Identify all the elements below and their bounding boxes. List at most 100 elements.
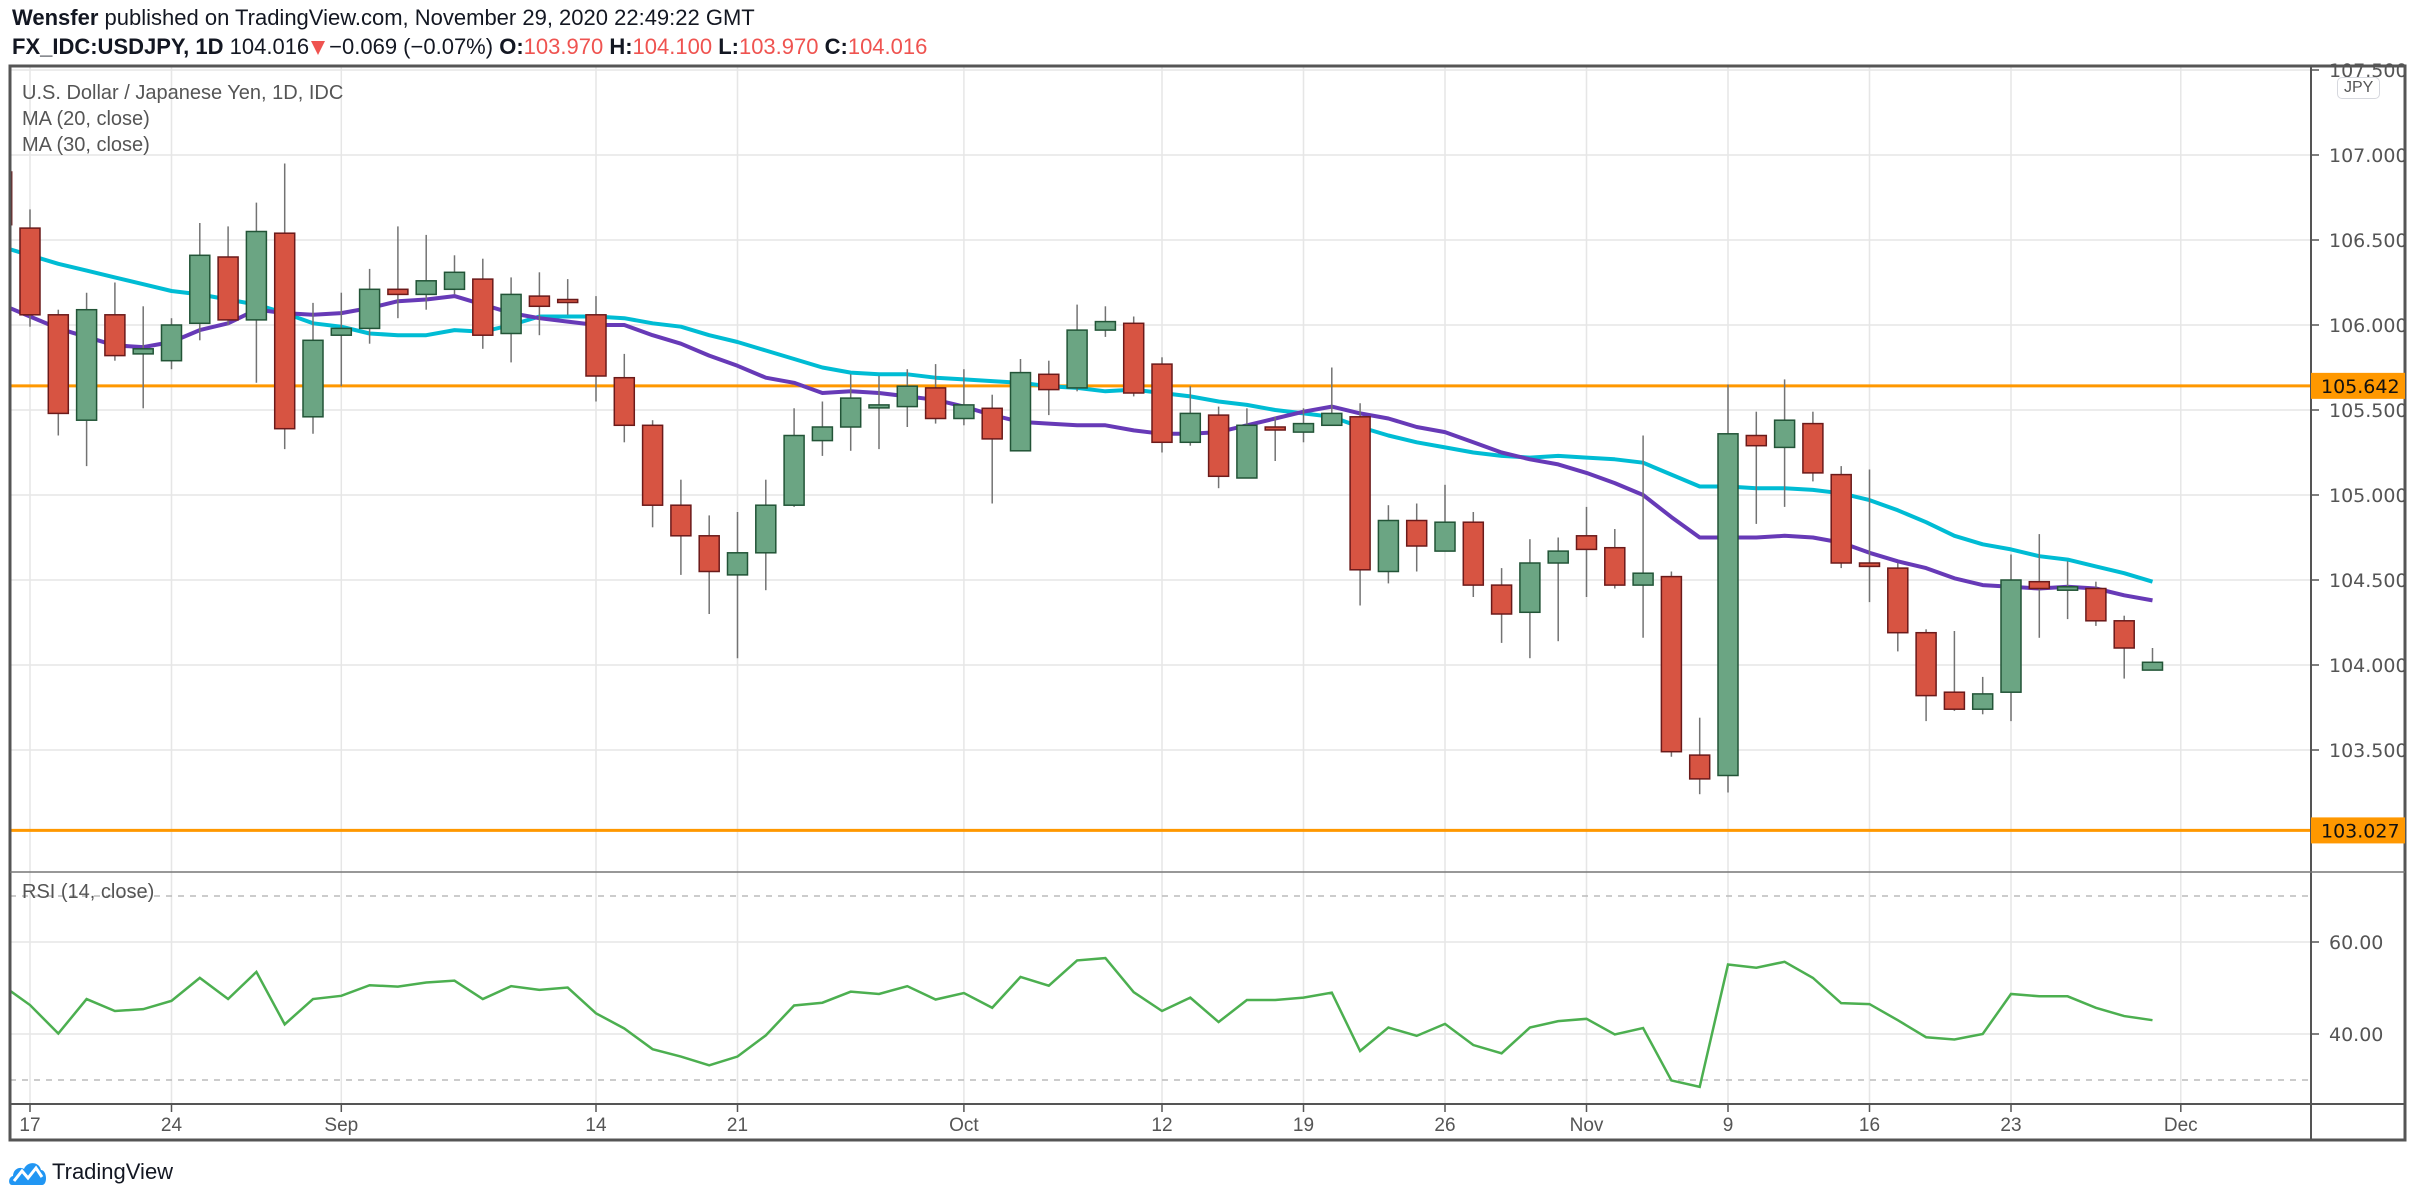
chart-frame <box>8 64 2407 1142</box>
candle-body <box>1773 419 1796 449</box>
candle-down <box>1151 357 1173 453</box>
x-tick-label: 14 <box>585 1115 607 1136</box>
candle-down <box>556 279 579 315</box>
candle-up <box>1292 408 1315 443</box>
candle-down <box>1745 411 1768 524</box>
price-tick-label: 106.000 <box>2329 315 2408 337</box>
candle-body <box>1604 546 1626 586</box>
candle-body <box>1434 521 1456 552</box>
candle-body <box>1971 693 1994 710</box>
candle-down <box>19 209 41 327</box>
candle-up <box>500 277 522 363</box>
candle-down <box>528 272 551 336</box>
candle-down <box>670 479 692 575</box>
candle-body <box>1066 329 1088 389</box>
candle-body <box>1632 572 1654 586</box>
candle-body <box>1490 584 1513 615</box>
candle-body <box>755 504 777 554</box>
candle-body <box>217 256 239 321</box>
candle-down <box>217 226 239 325</box>
x-tick-label: Oct <box>949 1115 979 1136</box>
x-tick-label: Nov <box>1570 1115 1604 1136</box>
candle-up <box>1547 537 1569 642</box>
candle-body <box>160 324 183 362</box>
candle-body <box>2113 620 2135 649</box>
candle-down <box>1915 629 1937 722</box>
price-tick-label: 105.000 <box>2329 485 2408 507</box>
candle-down <box>1349 403 1371 606</box>
x-tick-label: 17 <box>19 1115 40 1136</box>
candle-up <box>2056 561 2079 620</box>
candle-up <box>1236 408 1258 479</box>
candle-body <box>104 314 126 357</box>
candle-body <box>1236 424 1258 479</box>
candle-up <box>302 302 324 434</box>
rsi-legend[interactable]: RSI (14, close) <box>22 881 155 903</box>
candle-down <box>1660 571 1683 757</box>
candle-body <box>613 376 636 427</box>
candle-body <box>981 407 1003 440</box>
author-name[interactable]: Wensfer <box>12 5 99 30</box>
candle-body <box>783 434 805 506</box>
candle-down <box>613 353 636 443</box>
candle-body <box>1462 521 1485 586</box>
publish-info: Wensfer published on TradingView.com, No… <box>12 5 755 31</box>
series-legend[interactable]: U.S. Dollar / Japanese Yen, 1D, IDC <box>22 82 344 104</box>
candle-down <box>387 226 409 319</box>
candle-down <box>585 296 607 402</box>
candle-down <box>1830 466 1852 569</box>
horizontal-levels[interactable] <box>10 384 2311 832</box>
publish-text: published on TradingView.com, November 2… <box>104 5 755 30</box>
candle-up <box>189 223 211 341</box>
candle-body <box>1405 519 1428 547</box>
price-tick-label: 104.000 <box>2329 655 2408 677</box>
candle-body <box>1887 567 1909 634</box>
ma30-legend[interactable]: MA (30, close) <box>22 134 150 156</box>
candle-body <box>472 278 494 336</box>
candle-body <box>443 271 466 291</box>
candle-body <box>811 426 834 442</box>
candle-down <box>1405 503 1428 572</box>
axes: 17 24 Sep 14 21 Oct 12 19 26 Nov 9 16 23 Dec 107.500 10… <box>19 60 2407 1136</box>
candle-body <box>1038 373 1060 391</box>
candle-down <box>1887 563 1909 652</box>
candle-body <box>1943 691 1966 710</box>
candle-up <box>75 292 98 467</box>
candle-body <box>1717 433 1739 777</box>
currency-badge[interactable]: JPY <box>2337 77 2381 99</box>
candle-up <box>330 292 353 387</box>
candle-body <box>415 280 437 296</box>
ma20-legend[interactable]: MA (20, close) <box>22 108 150 130</box>
candle-body <box>726 552 749 576</box>
price-tick-label: 105.500 <box>2329 400 2408 422</box>
candle-up <box>2141 648 2164 671</box>
price-tick-label: 103.500 <box>2329 740 2408 762</box>
candle-body <box>500 293 522 335</box>
candle-body <box>698 535 720 573</box>
candle-up <box>1179 386 1202 446</box>
candle-body <box>868 404 890 409</box>
candle-body <box>1349 416 1371 571</box>
price-tick-label: 106.500 <box>2329 230 2408 252</box>
candle-body <box>19 227 41 316</box>
open-value: 103.970 <box>523 34 604 59</box>
candle-up <box>1717 384 1739 793</box>
candle-down <box>924 364 947 424</box>
candle-body <box>953 404 975 420</box>
candle-up <box>755 479 777 591</box>
candle-up <box>1434 484 1456 552</box>
candle-up <box>783 408 805 507</box>
rsi-tick-label: 40.00 <box>2329 1024 2383 1046</box>
candle-body <box>1151 363 1173 444</box>
candle-body <box>1094 320 1117 331</box>
level-price-badge <box>2311 817 2405 844</box>
candle-body <box>132 348 154 355</box>
tradingview-logo[interactable]: TradingView <box>8 1157 173 1187</box>
candle-up <box>953 369 975 426</box>
grid-lines <box>10 66 2311 1104</box>
open-label: O: <box>499 34 524 59</box>
candle-down <box>1490 568 1513 643</box>
candle-body <box>1207 414 1230 478</box>
candle-body <box>1802 422 1824 474</box>
